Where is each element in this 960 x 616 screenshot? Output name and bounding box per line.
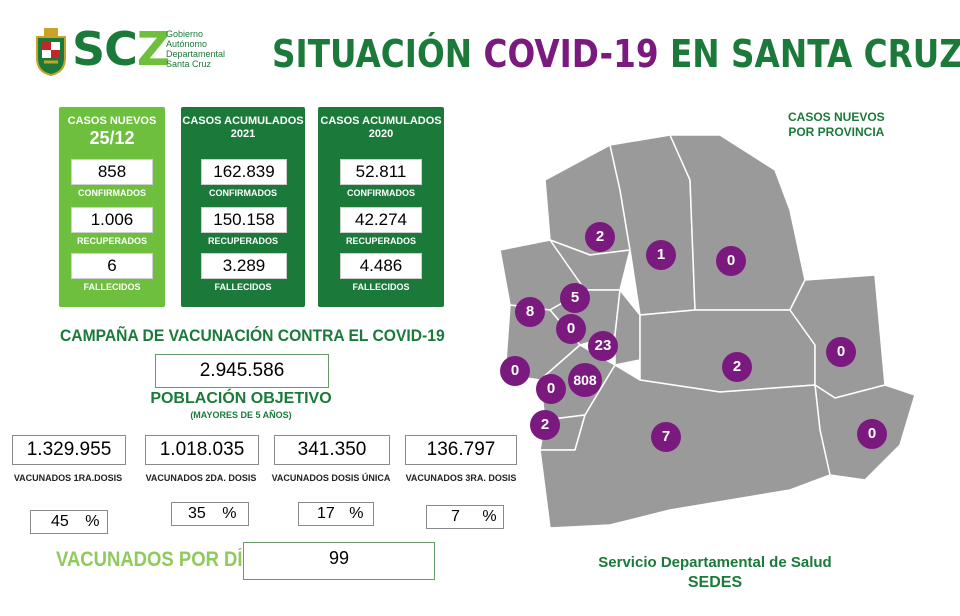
- dose2-percent: 35 %: [171, 502, 249, 526]
- card-accumulated-2020: CASOS ACUMULADOS 2020 52.811 CONFIRMADOS…: [318, 107, 444, 307]
- acc2021-deaths-value: 3.289: [201, 253, 287, 279]
- province-case-bubble: 0: [716, 246, 746, 276]
- dose2-label: VACUNADOS 2DA. DOSIS: [145, 473, 257, 483]
- percent-value: 7: [451, 508, 460, 525]
- acc2021-recovered-value: 150.158: [201, 207, 287, 233]
- gov-line: Autónomo: [166, 39, 208, 49]
- dose4-percent: 7 %: [426, 505, 504, 529]
- acc2020-deaths-label: FALLECIDOS: [352, 282, 410, 292]
- province-case-bubble: 8: [515, 297, 545, 327]
- gov-line: Gobierno: [166, 29, 204, 39]
- province-case-bubble: 2: [585, 222, 615, 252]
- footer-line1: Servicio Departamental de Salud: [598, 554, 832, 571]
- percent-sign: %: [222, 505, 237, 522]
- acc2020-recovered-label: RECUPERADOS: [345, 236, 416, 246]
- province-case-bubble: 2: [530, 410, 560, 440]
- percent-sign: %: [482, 508, 497, 525]
- percent-value: 35: [188, 505, 206, 522]
- new-confirmed-label: CONFIRMADOS: [78, 188, 146, 198]
- acc2020-recovered-value: 42.274: [340, 207, 422, 233]
- card-year: 2021: [230, 128, 256, 140]
- acc2020-confirmed-label: CONFIRMADOS: [347, 188, 415, 198]
- acc2021-confirmed-value: 162.839: [201, 159, 287, 185]
- province-case-bubble: 0: [857, 419, 887, 449]
- logo-text: SCZ: [72, 22, 170, 76]
- header: SCZ Gobierno Autónomo Departamental Sant…: [0, 0, 960, 90]
- page-title: SITUACIÓN COVID-19 EN SANTA CRUZ: [272, 32, 960, 76]
- population-note: (MAYORES DE 5 AÑOS): [190, 410, 292, 420]
- title-post: EN SANTA CRUZ: [658, 32, 960, 76]
- acc2021-recovered-label: RECUPERADOS: [207, 236, 278, 246]
- card-title: CASOS ACUMULADOS: [182, 115, 304, 127]
- acc2020-deaths-value: 4.486: [340, 253, 422, 279]
- map-region: [614, 289, 641, 366]
- province-case-bubble: 1: [646, 240, 676, 270]
- province-case-bubble: 0: [500, 356, 530, 386]
- percent-sign: %: [85, 513, 100, 530]
- dose2-value: 1.018.035: [145, 435, 259, 465]
- new-deaths-value: 6: [71, 253, 153, 279]
- title-highlight: COVID-19: [483, 32, 659, 76]
- dose3-label: VACUNADOS DOSIS ÚNICA: [271, 473, 391, 483]
- dose1-label: VACUNADOS 1RA.DOSIS: [13, 473, 123, 483]
- santa-cruz-map: [499, 134, 916, 529]
- acc2020-confirmed-value: 52.811: [340, 159, 422, 185]
- new-deaths-label: FALLECIDOS: [83, 282, 141, 292]
- province-case-bubble: 23: [588, 331, 618, 361]
- province-case-bubble: 2: [722, 352, 752, 382]
- dose1-value: 1.329.955: [12, 435, 126, 465]
- dose1-percent: 45 %: [30, 510, 108, 534]
- dose4-label: VACUNADOS 3RA. DOSIS: [405, 473, 517, 483]
- percent-value: 17: [317, 505, 335, 522]
- map-legend-line2: POR PROVINCIA: [788, 125, 885, 139]
- new-recovered-label: RECUPERADOS: [76, 236, 147, 246]
- card-accumulated-2021: CASOS ACUMULADOS 2021 162.839 CONFIRMADO…: [181, 107, 305, 307]
- population-label: POBLACIÓN OBJETIVO: [150, 390, 332, 407]
- card-new-cases: CASOS NUEVOS 25/12 858 CONFIRMADOS 1.006…: [59, 107, 165, 307]
- dose3-percent: 17 %: [298, 502, 374, 526]
- percent-value: 45: [51, 513, 69, 530]
- new-confirmed-value: 858: [71, 159, 153, 185]
- province-case-bubble: 0: [826, 337, 856, 367]
- title-pre: SITUACIÓN: [272, 32, 484, 76]
- province-case-bubble: 0: [536, 374, 566, 404]
- map-legend-line1: CASOS NUEVOS: [788, 110, 885, 124]
- percent-sign: %: [349, 505, 364, 522]
- new-recovered-value: 1.006: [71, 207, 153, 233]
- map-legend: CASOS NUEVOS POR PROVINCIA: [788, 110, 885, 140]
- acc2021-deaths-label: FALLECIDOS: [214, 282, 272, 292]
- gov-name: Gobierno Autónomo Departamental Santa Cr…: [166, 29, 225, 69]
- acc2021-confirmed-label: CONFIRMADOS: [209, 188, 277, 198]
- province-case-bubble: 808: [568, 363, 602, 397]
- campaign-title: CAMPAÑA DE VACUNACIÓN CONTRA EL COVID-19: [60, 326, 445, 345]
- gov-line: Santa Cruz: [166, 59, 212, 69]
- card-date: 25/12: [89, 128, 135, 148]
- coat-of-arms-icon: [36, 28, 66, 76]
- province-case-bubble: 5: [560, 283, 590, 313]
- province-case-bubble: 0: [556, 314, 586, 344]
- dose3-value: 341.350: [274, 435, 390, 465]
- per-day-value: 99: [243, 542, 435, 580]
- population-value: 2.945.586: [155, 354, 329, 388]
- province-case-bubble: 7: [651, 422, 681, 452]
- card-title: CASOS ACUMULADOS: [320, 115, 442, 127]
- map-region: [639, 309, 816, 393]
- per-day-label: VACUNADOS POR DÍA: [56, 548, 256, 571]
- dose4-value: 136.797: [405, 435, 517, 465]
- footer-line2: SEDES: [687, 574, 743, 591]
- card-year: 2020: [368, 128, 394, 140]
- gov-line: Departamental: [166, 49, 226, 59]
- map-region: [549, 239, 631, 291]
- card-title: CASOS NUEVOS: [67, 115, 157, 127]
- map-region: [539, 364, 831, 529]
